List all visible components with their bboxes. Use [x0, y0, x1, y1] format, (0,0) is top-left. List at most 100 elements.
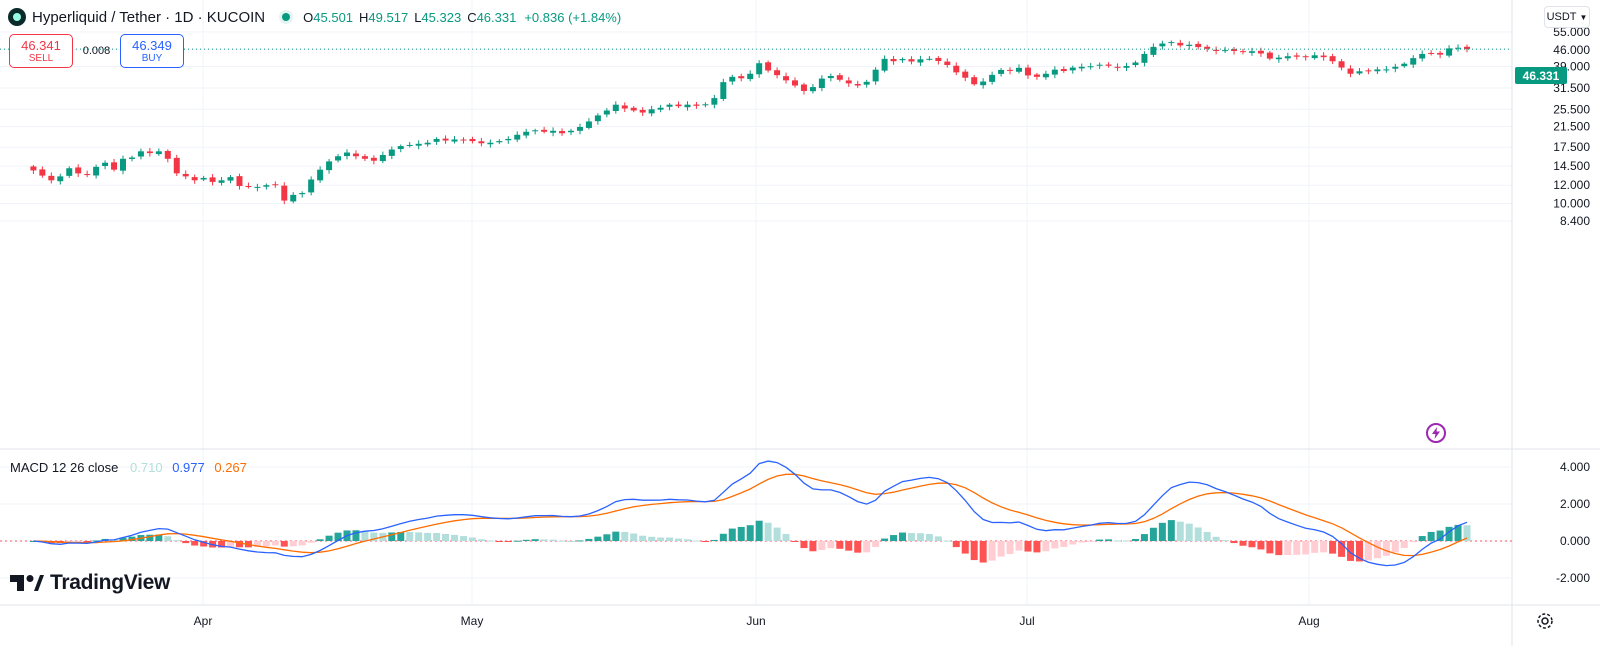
buy-label: BUY	[141, 53, 163, 64]
candle-body	[1446, 48, 1453, 56]
macd-hist-bar	[567, 540, 575, 542]
price-tick-label: 55.000	[1553, 25, 1590, 39]
macd-hist-bar	[1033, 541, 1041, 553]
candle-body	[550, 130, 557, 133]
tradingview-logo[interactable]: TradingView	[10, 571, 170, 595]
macd-hist-bar	[1400, 541, 1408, 549]
macd-hist-bar	[1060, 541, 1068, 548]
price-tick-label: 8.400	[1560, 214, 1590, 228]
buy-button[interactable]: 46.349 BUY	[120, 34, 184, 68]
candle-body	[702, 104, 709, 106]
lightning-icon[interactable]	[1426, 423, 1446, 443]
last-price-label: 46.331	[1515, 67, 1567, 84]
symbol-title[interactable]: Hyperliquid / Tether · 1D · KUCOIN	[32, 8, 266, 26]
macd-hist-bar	[916, 533, 924, 541]
macd-hist-bar	[128, 536, 136, 541]
candle-body	[792, 80, 798, 86]
candle-body	[1311, 55, 1318, 59]
macd-hist-bar	[1320, 541, 1328, 553]
candle-body	[200, 177, 207, 180]
candle-body	[1060, 69, 1067, 72]
macd-hist-bar	[459, 536, 467, 541]
macd-hist-bar	[218, 541, 226, 548]
macd-hist-bar	[65, 541, 73, 542]
candle-body	[827, 75, 834, 79]
macd-hist-bar	[164, 536, 172, 541]
currency-dropdown[interactable]: USDT ▼	[1544, 6, 1590, 28]
macd-hist-bar	[1266, 541, 1274, 554]
macd-hist-bar	[701, 541, 709, 542]
candle-body	[594, 115, 601, 122]
macd-hist-bar	[1463, 525, 1471, 541]
macd-hist-bar	[621, 531, 629, 541]
macd-tick-label: 0.000	[1560, 534, 1590, 548]
candle-body	[1007, 69, 1014, 71]
macd-hist-bar	[612, 531, 620, 541]
macd-hist-bar	[182, 541, 190, 544]
candle-body	[1257, 50, 1264, 54]
candle-body	[505, 138, 512, 141]
macd-hist-bar	[952, 541, 960, 548]
macd-hist-bar	[773, 527, 781, 541]
macd-legend[interactable]: MACD 12 26 close 0.710 0.977 0.267	[10, 460, 247, 475]
price-tick-label: 31.500	[1553, 81, 1590, 95]
price-axis: 55.00046.00039.00031.50025.50021.50017.5…	[1553, 25, 1590, 585]
candle-body	[568, 130, 574, 133]
candle-body	[1159, 43, 1166, 47]
candle-body	[863, 81, 870, 85]
macd-tick-label: 4.000	[1560, 460, 1590, 474]
live-dot-icon	[279, 10, 294, 24]
candle-body	[1114, 66, 1121, 68]
candle-body	[335, 156, 342, 161]
macd-hist-bar	[961, 541, 969, 554]
macd-hist-bar	[925, 534, 933, 541]
gear-icon[interactable]	[1534, 610, 1556, 632]
ohlc-open: O45.501	[303, 9, 354, 25]
macd-hist-bar	[630, 533, 638, 541]
candle-body	[1329, 56, 1336, 62]
candle-body	[155, 151, 162, 155]
macd-hist-bar	[746, 525, 754, 541]
candle-body	[424, 142, 431, 145]
macd-hist-bar	[361, 531, 369, 541]
macd-hist-bar	[1302, 541, 1310, 555]
candle-body	[1455, 47, 1462, 49]
candle-body	[908, 59, 915, 62]
price-tick-label: 46.000	[1553, 43, 1590, 57]
macd-hist-bar	[1006, 541, 1014, 554]
candle-body	[1069, 67, 1076, 71]
macd-hist-bar	[1293, 541, 1301, 555]
macd-hist-bar	[325, 535, 333, 541]
candle-body	[57, 176, 64, 182]
macd-hist-bar	[1347, 541, 1355, 561]
currency-label: USDT	[1546, 11, 1577, 23]
sell-price: 46.341	[21, 38, 61, 53]
macd-hist-bar	[74, 541, 82, 542]
macd-hist-bar	[872, 541, 880, 547]
macd-hist-bar	[737, 526, 745, 541]
macd-hist-bar	[442, 533, 450, 541]
candle-body	[128, 157, 135, 159]
macd-hist-bar	[1203, 531, 1211, 541]
macd-hist-value: 0.710	[130, 460, 163, 475]
macd-hist-bar	[1418, 536, 1426, 541]
candle-body	[263, 185, 270, 187]
candle-body	[317, 169, 324, 181]
macd-hist-bar	[818, 541, 826, 550]
macd-hist-bar	[1311, 541, 1319, 553]
sell-button[interactable]: 46.341 SELL	[9, 34, 73, 68]
macd-hist-bar	[854, 541, 862, 553]
candle-body	[657, 107, 664, 110]
macd-hist-bar	[173, 540, 181, 542]
candle-body	[514, 134, 521, 140]
candle-body	[30, 166, 37, 171]
price-tick-label: 17.500	[1553, 140, 1590, 154]
candle-body	[1302, 56, 1309, 58]
candle-body	[66, 168, 73, 176]
macd-hist-bar	[728, 528, 736, 541]
candle-body	[1105, 64, 1112, 66]
candle-body	[379, 154, 386, 162]
candle-body	[397, 146, 404, 149]
macd-hist-bar	[235, 541, 243, 548]
